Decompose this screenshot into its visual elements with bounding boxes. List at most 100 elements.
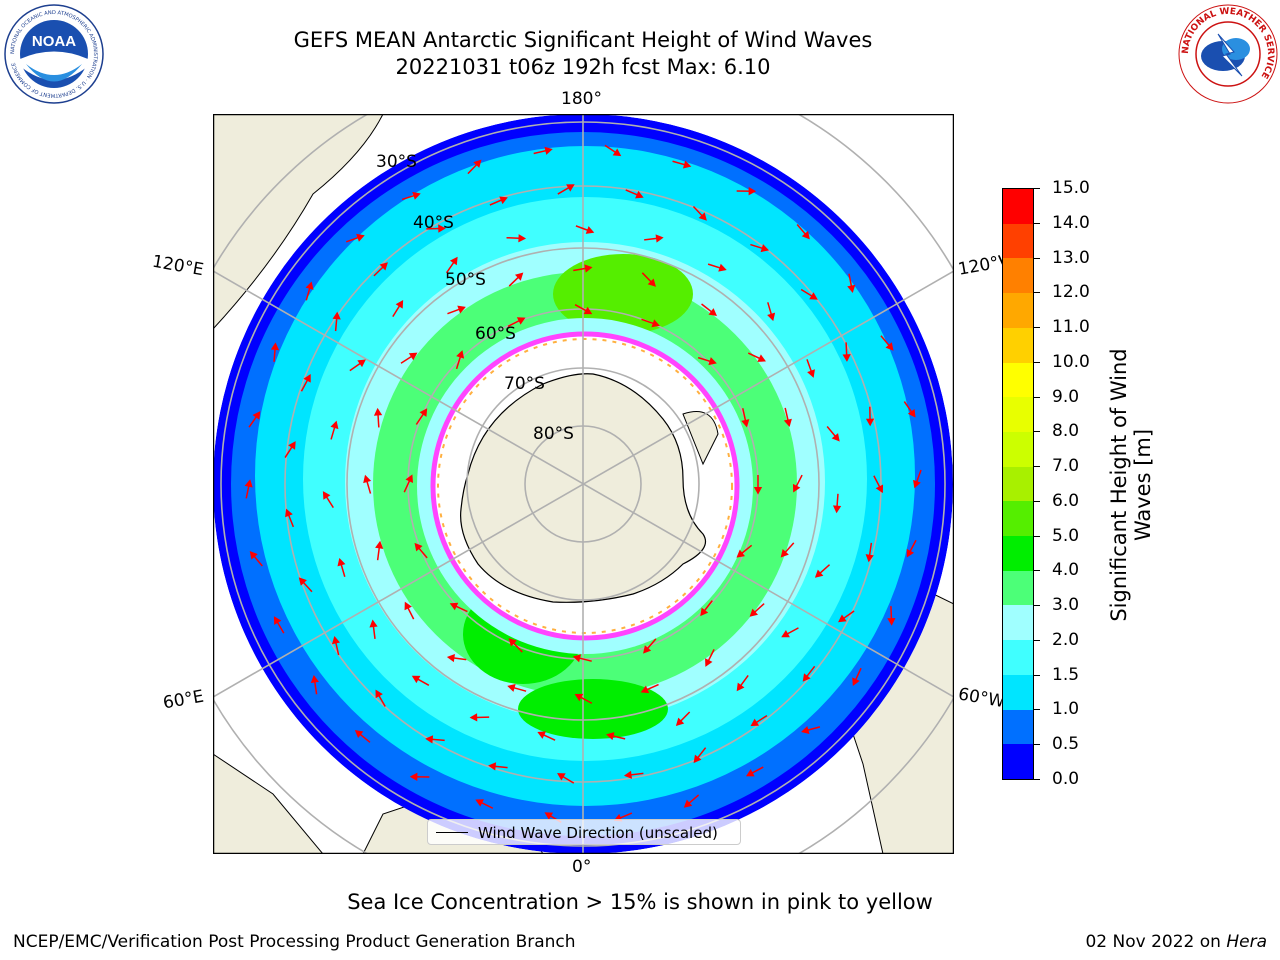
- wave-direction-arrowhead: [499, 196, 508, 205]
- colorbar-tick-label: 7.0: [1052, 456, 1080, 477]
- colorbar-segment: [1003, 536, 1033, 571]
- wave-direction-arrowhead: [373, 407, 383, 416]
- colorbar-tick-mark: [1034, 709, 1040, 711]
- colorbar-tick-label: 12.0: [1052, 282, 1090, 303]
- wave-direction-arrowhead: [395, 299, 404, 309]
- wave-direction-arrowhead: [683, 799, 693, 808]
- colorbar-label-line2: Waves [m]: [1131, 428, 1155, 542]
- wave-direction-arrowhead: [475, 799, 484, 807]
- wave-direction-arrowhead: [574, 693, 584, 702]
- map-legend: Wind Wave Direction (unscaled): [427, 819, 741, 845]
- colorbar-segment: [1003, 709, 1033, 745]
- colorbar-tick-mark: [1034, 500, 1040, 502]
- wave-direction-arrowhead: [832, 505, 842, 514]
- colorbar-tick-mark: [1034, 292, 1040, 294]
- lon-label-0: 0°: [572, 857, 592, 877]
- wave-direction-arrowhead: [802, 673, 811, 682]
- wave-direction-arrowhead: [708, 357, 717, 366]
- colorbar-tick-label: 0.0: [1052, 769, 1080, 789]
- wave-direction-arrowhead: [801, 230, 810, 240]
- wave-direction-arrowhead: [270, 342, 280, 351]
- svg-text:NOAA: NOAA: [32, 33, 76, 50]
- wave-direction-arrowhead: [842, 354, 851, 362]
- colorbar-segment: [1003, 189, 1033, 224]
- wave-direction-arrowhead: [809, 292, 818, 300]
- wave-direction-arrowhead: [705, 658, 713, 667]
- colorbar-segment: [1003, 397, 1033, 432]
- wave-direction-arrowhead: [655, 234, 664, 243]
- colorbar-tick-label: 15.0: [1052, 178, 1090, 198]
- wave-direction-arrowhead: [736, 682, 745, 692]
- wave-direction-arrowhead: [337, 557, 346, 567]
- colorbar-segment: [1003, 674, 1033, 710]
- machine-name: Hera: [1226, 932, 1267, 952]
- colorbar-tick-mark: [1034, 779, 1040, 780]
- wave-direction-arrowhead: [572, 654, 582, 663]
- lat-label-80s: 80°S: [533, 424, 574, 444]
- colorbar-tick-mark: [1034, 431, 1040, 433]
- colorbar-tick-label: 1.5: [1052, 664, 1080, 685]
- wave-direction-arrowhead: [405, 474, 414, 484]
- chart-title: GEFS MEAN Antarctic Significant Height o…: [293, 28, 873, 52]
- wave-direction-arrowhead: [906, 548, 915, 558]
- wave-direction-arrowhead: [244, 479, 253, 488]
- wave-direction-arrowhead: [745, 769, 755, 777]
- wave-direction-arrowhead: [718, 263, 727, 272]
- sea-ice-note: Sea Ice Concentration > 15% is shown in …: [347, 890, 933, 914]
- wave-direction-arrowhead: [288, 441, 296, 450]
- wave-direction-arrowhead: [469, 713, 478, 722]
- wave-direction-arrowhead: [379, 262, 388, 271]
- wave-direction-arrowhead: [651, 319, 660, 328]
- wave-direction-arrowhead: [757, 354, 766, 362]
- colorbar-tick-mark: [1034, 744, 1040, 746]
- wave-direction-arrowhead: [357, 359, 366, 368]
- wave-direction-arrowhead: [412, 191, 421, 200]
- lat-label-40s: 40°S: [413, 213, 454, 233]
- wave-direction-arrowhead: [807, 369, 815, 378]
- wave-direction-arrowhead: [514, 272, 524, 281]
- wave-direction-arrowhead: [330, 420, 339, 430]
- legend-line-swatch: [436, 832, 468, 833]
- wave-direction-arrowhead: [698, 212, 707, 221]
- wave-direction-arrowhead: [831, 433, 840, 442]
- wave-direction-arrowhead: [852, 677, 860, 686]
- colorbar-tick-label: 3.0: [1052, 595, 1080, 616]
- wave-direction-arrowhead: [865, 554, 874, 563]
- colorbar-tick-mark: [1034, 570, 1040, 572]
- wave-direction-arrowhead: [518, 234, 527, 243]
- date-stamp: 02 Nov 2022 on Hera: [1085, 932, 1267, 952]
- colorbar-tick-label: 0.5: [1052, 734, 1080, 755]
- colorbar-segment: [1003, 640, 1033, 675]
- colorbar-tick-label: 5.0: [1052, 525, 1080, 546]
- wave-direction-arrowhead: [305, 281, 314, 290]
- wave-direction-arrowhead: [623, 770, 632, 779]
- wave-direction-arrowhead: [693, 754, 702, 764]
- colorbar-segment: [1003, 501, 1033, 537]
- wave-direction-arrowhead: [449, 602, 459, 611]
- wave-direction-arrowhead: [363, 474, 372, 484]
- lon-label-120e: 120°E: [150, 251, 206, 281]
- wave-direction-arrowhead: [449, 256, 458, 266]
- lon-label-120w: 120°W: [956, 252, 1006, 280]
- colorbar-tick-mark: [1034, 222, 1040, 224]
- wave-direction-arrowhead: [354, 729, 364, 738]
- wave-direction-arrowhead: [736, 549, 745, 558]
- colorbar-segment: [1003, 258, 1033, 294]
- wave-direction-arrowhead: [783, 418, 792, 428]
- wave-direction-arrowhead: [606, 732, 615, 741]
- wave-direction-arrowhead: [612, 148, 622, 157]
- wave-direction-arrowhead: [585, 226, 595, 234]
- wave-direction-arrowhead: [557, 773, 566, 781]
- wave-direction-arrowhead: [675, 717, 685, 726]
- colorbar-tick-label: 2.0: [1052, 629, 1080, 650]
- wave-direction-arrowhead: [408, 352, 418, 361]
- colorbar-tick-label: 4.0: [1052, 560, 1080, 581]
- wave-direction-arrowhead: [801, 725, 810, 734]
- wave-direction-arrowhead: [767, 312, 776, 322]
- wave-direction-arrowhead: [760, 244, 770, 253]
- wave-direction-arrowhead: [913, 479, 921, 489]
- wave-direction-arrowhead: [865, 418, 875, 427]
- wave-direction-arrowhead: [438, 224, 446, 233]
- colorbar-segment: [1003, 744, 1033, 779]
- wave-direction-arrowhead: [792, 483, 801, 493]
